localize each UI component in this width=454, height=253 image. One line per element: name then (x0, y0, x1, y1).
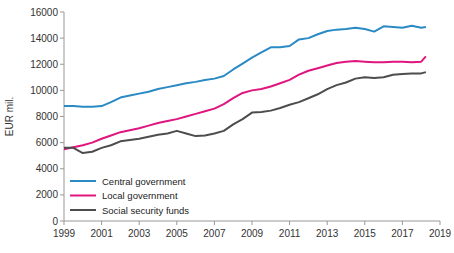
x-tick-label: 1999 (53, 228, 76, 239)
x-tick (101, 221, 102, 225)
series-line (64, 56, 426, 149)
x-tick-label: 2007 (203, 228, 226, 239)
y-tick (60, 116, 64, 117)
chart: 0 2000 4000 6000 8000 10000 12000 14000 16000 199… (0, 0, 454, 253)
y-tick (60, 142, 64, 143)
legend-swatch (70, 180, 96, 182)
legend-swatch (70, 209, 96, 211)
y-tick-label: 14000 (30, 33, 58, 44)
legend-label: Local government (102, 190, 178, 201)
y-tick (60, 64, 64, 65)
y-axis-label: EUR mil. (4, 97, 15, 136)
y-tick (60, 38, 64, 39)
series-line (64, 72, 426, 153)
x-tick-label: 2013 (316, 228, 339, 239)
x-tick (64, 221, 65, 225)
y-tick-label: 8000 (36, 111, 59, 122)
series-line (64, 26, 426, 107)
y-tick (60, 194, 64, 195)
x-tick-label: 2009 (241, 228, 264, 239)
x-tick-label: 2001 (90, 228, 113, 239)
y-tick (60, 12, 64, 13)
y-tick (60, 221, 64, 222)
x-tick-label: 2011 (279, 228, 301, 239)
x-tick (139, 221, 140, 225)
legend-label: Central government (102, 176, 186, 187)
y-tick-label: 10000 (30, 85, 58, 96)
y-tick-label: 12000 (30, 59, 58, 70)
y-tick-label: 6000 (36, 137, 59, 148)
x-tick-label: 2017 (391, 228, 414, 239)
x-tick-label: 2003 (128, 228, 151, 239)
x-tick (289, 221, 290, 225)
x-tick (214, 221, 215, 225)
x-tick-label: 2005 (166, 228, 189, 239)
x-tick-label: 2019 (429, 228, 452, 239)
legend-swatch (70, 195, 96, 197)
x-tick (327, 221, 328, 225)
x-tick (252, 221, 253, 225)
y-tick (60, 168, 64, 169)
series-group (64, 26, 426, 153)
x-tick (176, 221, 177, 225)
y-tick-label: 4000 (36, 163, 59, 174)
x-tick (402, 221, 403, 225)
y-tick-label: 2000 (36, 189, 59, 200)
x-tick (440, 221, 441, 225)
x-tick-label: 2015 (354, 228, 377, 239)
legend-label: Social security funds (102, 205, 189, 216)
y-tick-label: 0 (52, 216, 58, 227)
y-tick (60, 90, 64, 91)
x-tick (364, 221, 365, 225)
y-tick-label: 16000 (30, 7, 58, 18)
